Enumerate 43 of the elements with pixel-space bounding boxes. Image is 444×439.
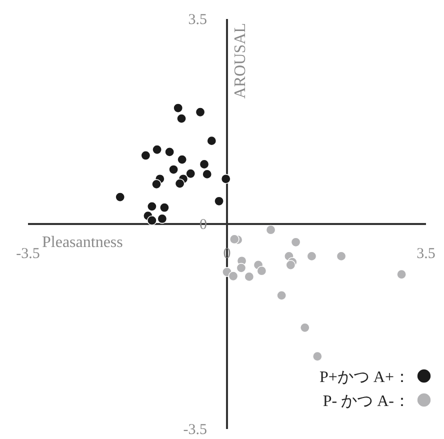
point: [206, 136, 217, 146]
point: [306, 251, 317, 262]
point: [256, 266, 267, 276]
point: [195, 107, 206, 118]
point: [164, 146, 175, 157]
point: [276, 290, 287, 300]
point: [146, 201, 157, 212]
point: [236, 262, 246, 273]
x-tick-label: -3.5: [16, 246, 40, 262]
y-tick-label: -3.5: [183, 422, 207, 438]
point: [396, 269, 407, 280]
point: [336, 251, 346, 262]
point: [140, 150, 151, 160]
x-axis-title: Pleasantness: [42, 234, 123, 251]
point: [159, 202, 170, 213]
point: [168, 164, 179, 175]
y-axis-title: AROUSAL: [232, 23, 249, 99]
legend-label: P- かつ A-：: [322, 393, 410, 410]
point: [152, 144, 162, 155]
point: [290, 237, 301, 248]
x-tick-label: 3.5: [416, 246, 436, 262]
point: [176, 114, 187, 124]
point: [229, 234, 240, 244]
point: [312, 351, 322, 362]
point: [286, 260, 296, 270]
point: [202, 169, 212, 180]
point: [300, 322, 310, 333]
point: [199, 159, 210, 170]
point: [115, 192, 126, 202]
point: [220, 174, 231, 184]
point: [151, 179, 162, 190]
point: [174, 178, 185, 189]
point: [214, 196, 224, 206]
point: [266, 224, 276, 235]
y-tick-label: 3.5: [188, 12, 207, 28]
point: [186, 168, 196, 179]
point: [228, 271, 238, 282]
legend-label: P+かつ A+：: [320, 369, 410, 386]
point: [146, 215, 157, 226]
point: [173, 103, 184, 114]
point: [177, 154, 188, 165]
point: [244, 272, 254, 282]
point: [157, 214, 168, 224]
